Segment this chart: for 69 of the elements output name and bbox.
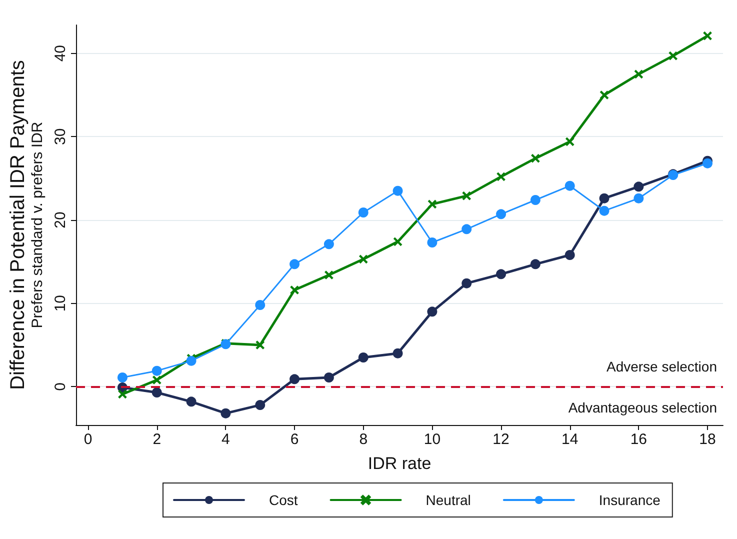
y-tick-label: 20 [52, 212, 69, 228]
y-tick-label: 0 [52, 382, 69, 391]
point [255, 400, 266, 410]
point [428, 200, 436, 208]
y-tick-label: 10 [52, 294, 69, 312]
point [117, 372, 128, 382]
point [668, 52, 678, 60]
point [427, 238, 438, 248]
point [358, 208, 368, 218]
y-tick-label: 30 [52, 128, 69, 146]
y-tick-label: 40 [52, 44, 69, 62]
x-tick-label: 18 [699, 431, 716, 448]
point [566, 137, 574, 146]
point [427, 306, 438, 317]
point [152, 388, 162, 398]
point [496, 269, 506, 280]
x-tick-label: 16 [630, 431, 648, 448]
point [564, 250, 575, 260]
point [496, 209, 506, 220]
x-tick-label: 10 [424, 431, 441, 448]
point [462, 224, 472, 234]
legend-label: Insurance [598, 492, 661, 508]
point [599, 193, 610, 204]
point [290, 374, 300, 384]
point [496, 172, 506, 181]
annotation: Advantageous selection [568, 400, 717, 416]
point [255, 300, 266, 310]
point [186, 396, 196, 407]
point [600, 90, 609, 100]
point [220, 408, 231, 418]
point [599, 206, 610, 216]
point [256, 340, 264, 350]
x-axis-title: IDR rate [368, 454, 432, 473]
point [324, 372, 334, 382]
point [118, 390, 127, 398]
point [290, 259, 300, 270]
point [358, 352, 368, 362]
point [392, 186, 403, 196]
point [392, 348, 403, 358]
point [152, 376, 162, 384]
x-tick-label: 6 [290, 431, 299, 448]
point [634, 193, 644, 204]
point [324, 239, 334, 250]
point [530, 195, 540, 205]
point [703, 32, 712, 40]
point [324, 270, 334, 280]
x-tick-label: 2 [152, 431, 162, 448]
point [530, 259, 540, 270]
y-axis-title: Difference in Potential IDR Payments Prefers standard v. prefers IDR [7, 60, 46, 390]
x-tick-label: 14 [562, 431, 578, 448]
point [634, 70, 643, 78]
point [531, 154, 540, 163]
legend-label: Cost [269, 492, 298, 508]
point [702, 158, 713, 168]
legend-label: Neutral [426, 492, 471, 508]
x-tick-label: 12 [492, 431, 510, 448]
x-tick-label: 8 [359, 431, 368, 448]
point [462, 192, 471, 200]
point [634, 182, 644, 192]
point [290, 286, 299, 294]
point [564, 180, 575, 191]
point [186, 356, 196, 366]
point [152, 366, 162, 376]
point [462, 278, 472, 288]
point [359, 254, 368, 264]
point [393, 237, 402, 246]
x-tick-label: 4 [222, 431, 230, 448]
annotation: Adverse selection [606, 358, 717, 375]
x-tick-label: 0 [84, 431, 92, 448]
